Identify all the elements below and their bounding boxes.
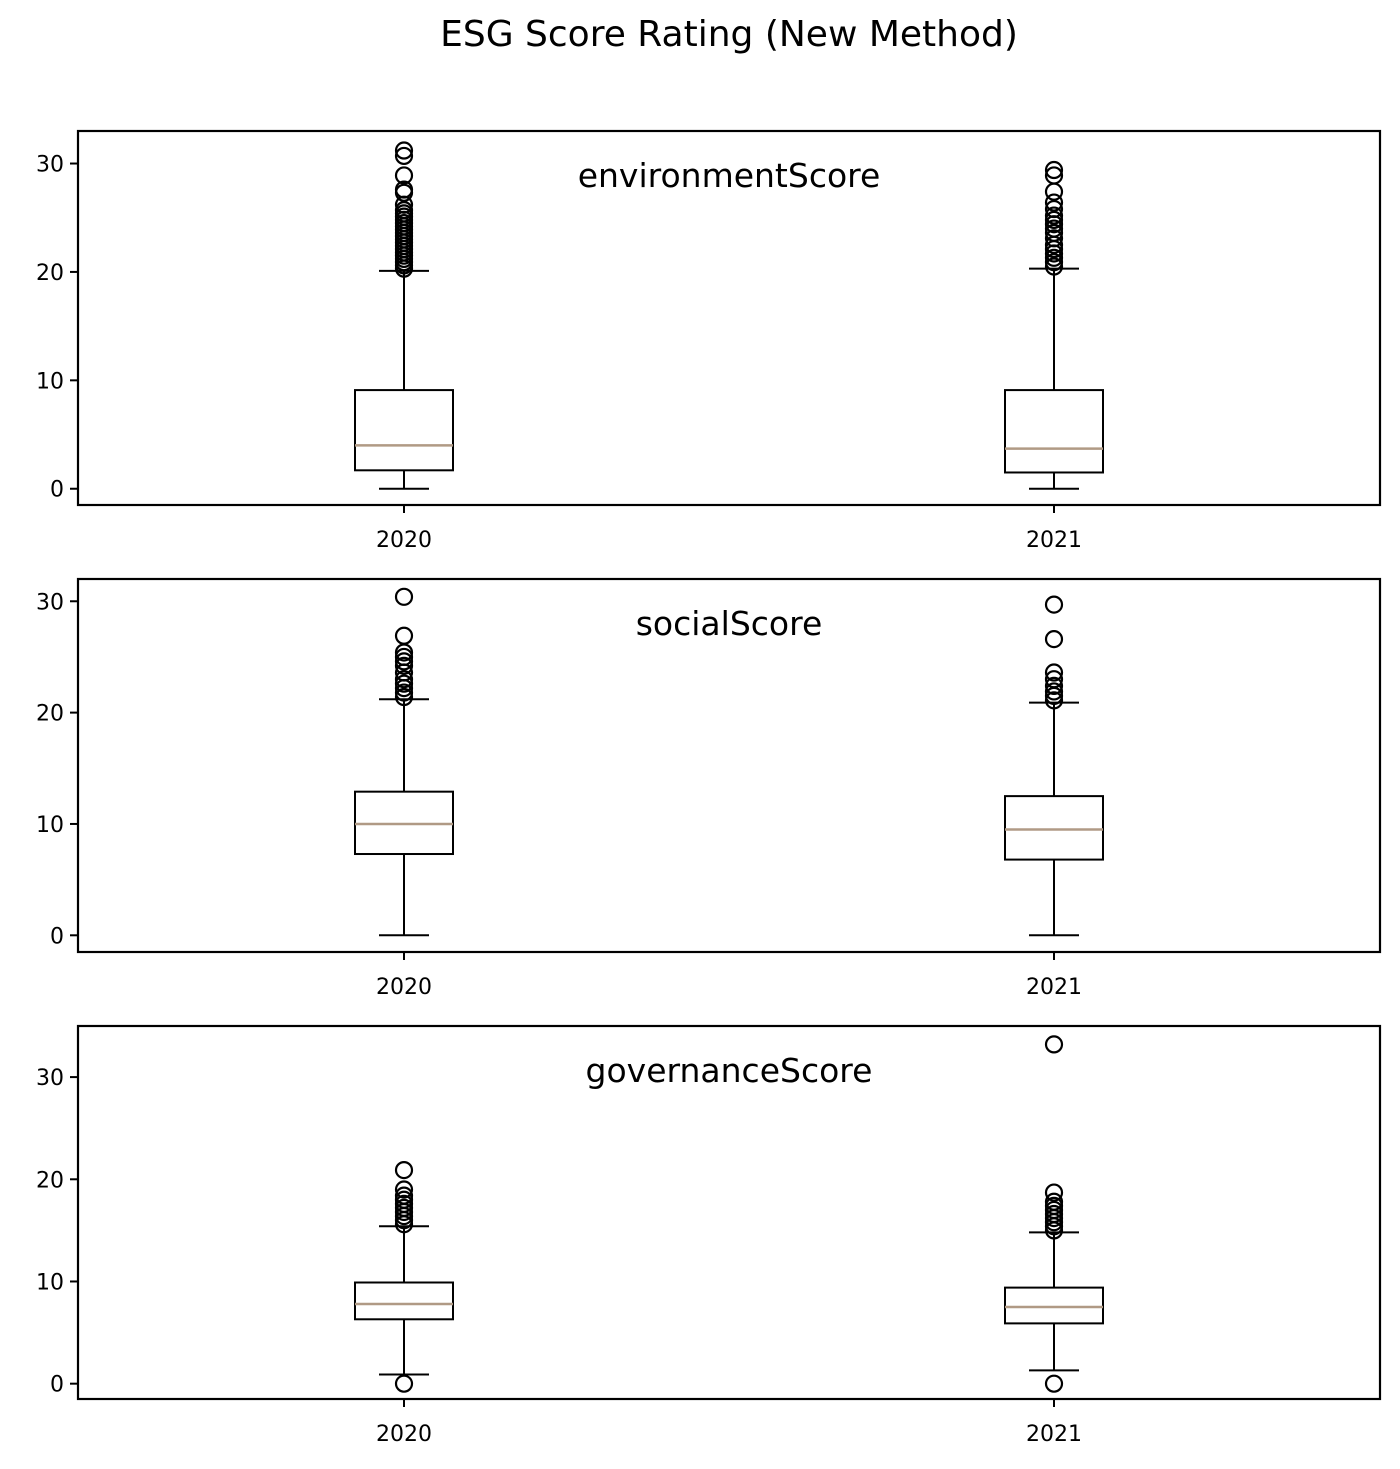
outlier-point — [394, 687, 414, 707]
panel-title: socialScore — [636, 604, 823, 643]
iqr-box — [1004, 1286, 1104, 1325]
outlier-point — [394, 1186, 414, 1205]
outlier-point — [1044, 595, 1064, 614]
y-tick-label: 0 — [50, 478, 64, 503]
y-tick-label: 20 — [36, 702, 64, 727]
box-2020 — [354, 141, 454, 490]
outlier-point — [1044, 193, 1064, 212]
y-tick-label: 20 — [36, 261, 64, 286]
panel-environmentScore: environmentScore 0 10 20 30 2020 2021 — [36, 129, 1382, 553]
outlier-point — [394, 626, 414, 645]
outlier-point — [1044, 1192, 1064, 1211]
outlier-point — [394, 683, 414, 702]
panel-socialScore: socialScore 0 10 20 30 2020 2021 — [36, 577, 1382, 1000]
box-2020 — [354, 1160, 454, 1393]
outlier-point — [1044, 206, 1064, 225]
outlier-point — [394, 1180, 414, 1199]
y-tick-label: 30 — [36, 153, 64, 178]
box-2021 — [1004, 595, 1104, 937]
outlier-point — [394, 670, 414, 689]
y-tick-label: 0 — [50, 924, 64, 949]
panel-title: environmentScore — [578, 156, 881, 195]
outlier-point — [394, 166, 414, 185]
axes-frame — [76, 577, 1382, 954]
iqr-box — [354, 1281, 454, 1321]
box-2021 — [1004, 160, 1104, 490]
outlier-point — [1044, 160, 1064, 180]
x-tick-label: 2020 — [376, 1422, 432, 1447]
x-tick-label: 2020 — [376, 975, 432, 1000]
outlier-point — [1044, 182, 1064, 201]
outlier-point — [394, 1160, 414, 1180]
outlier-point — [1044, 166, 1064, 185]
outlier-point — [394, 587, 414, 606]
y-tick-label: 0 — [50, 1373, 64, 1398]
outlier-point — [1044, 1035, 1064, 1054]
outlier-point — [1044, 1374, 1064, 1393]
outlier-point — [1044, 229, 1064, 248]
outlier-point — [394, 1374, 414, 1393]
outlier-point — [1044, 691, 1064, 710]
panel-governanceScore: governanceScore 0 10 20 30 2020 2021 — [36, 1024, 1382, 1447]
iqr-box — [1004, 389, 1104, 474]
box-2021 — [1004, 1035, 1104, 1393]
x-tick-label: 2021 — [1026, 528, 1082, 553]
outlier-point — [394, 656, 414, 675]
figure-title: ESG Score Rating (New Method) — [440, 14, 1018, 55]
outlier-point — [1044, 682, 1064, 701]
x-tick-label: 2021 — [1026, 975, 1082, 1000]
iqr-box — [1004, 795, 1104, 861]
outlier-point — [394, 141, 414, 160]
outlier-point — [394, 146, 414, 166]
y-tick-label: 10 — [36, 369, 64, 394]
y-tick-label: 20 — [36, 1168, 64, 1193]
y-tick-label: 10 — [36, 813, 64, 838]
outlier-point — [1044, 630, 1064, 649]
outlier-point — [1044, 199, 1064, 219]
outlier-point — [1044, 1183, 1064, 1202]
axes-frame — [76, 1024, 1382, 1401]
iqr-box — [354, 389, 454, 472]
outlier-point — [394, 647, 414, 667]
box-2020 — [354, 587, 454, 937]
x-tick-label: 2020 — [376, 528, 432, 553]
outlier-point — [394, 652, 414, 671]
panel-title: governanceScore — [586, 1051, 873, 1090]
axes-frame — [76, 129, 1382, 507]
outlier-point — [394, 674, 414, 693]
outlier-point — [394, 180, 414, 199]
x-tick-label: 2021 — [1026, 1422, 1082, 1447]
outlier-point — [1044, 676, 1064, 695]
outlier-point — [394, 201, 414, 220]
y-tick-label: 30 — [36, 590, 64, 615]
y-tick-label: 10 — [36, 1270, 64, 1295]
outlier-point — [1044, 670, 1064, 689]
y-tick-label: 30 — [36, 1066, 64, 1091]
outlier-point — [1044, 663, 1064, 682]
